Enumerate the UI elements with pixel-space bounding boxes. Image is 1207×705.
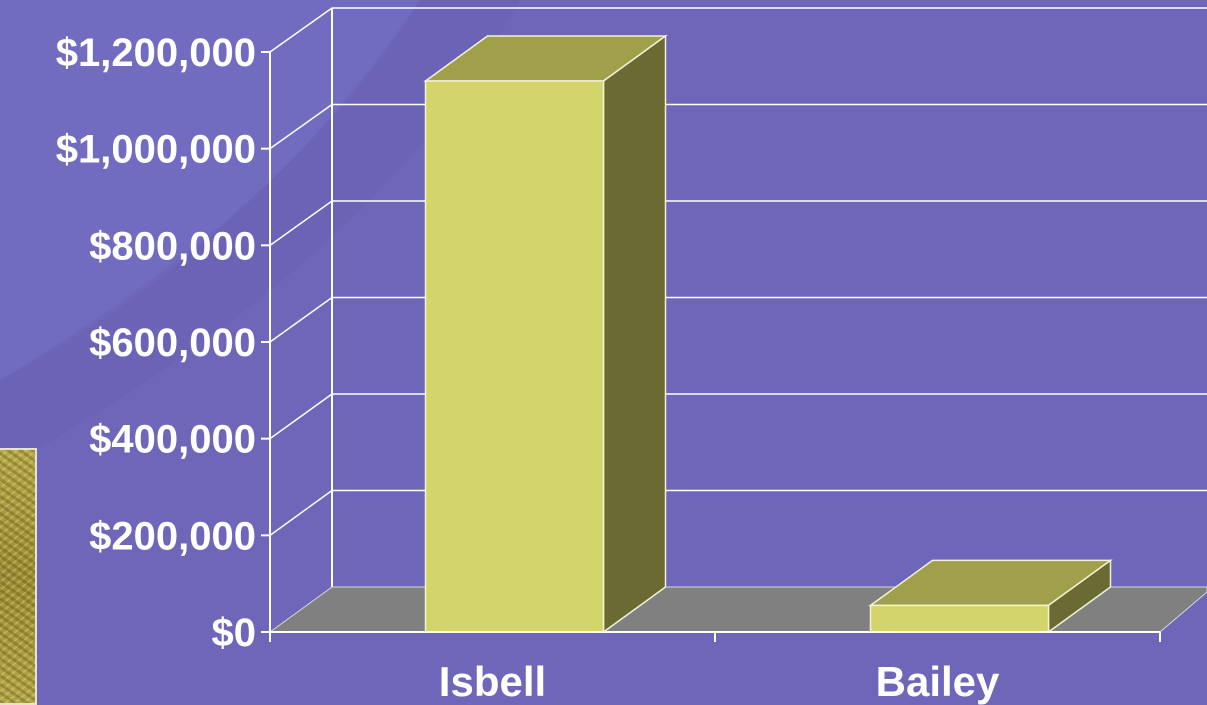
- y-tick-label: $200,000: [89, 514, 256, 558]
- gridline-side-2: [269, 393, 333, 440]
- bar-bailey: [868, 558, 1113, 634]
- x-tick-label: Bailey: [876, 658, 1000, 705]
- y-tick-label: $400,000: [89, 418, 256, 462]
- gridline-side-4: [269, 200, 333, 246]
- chart-grid: [269, 7, 1207, 587]
- chart-bars: [423, 34, 1113, 634]
- x-tick-label: Isbell: [439, 658, 546, 705]
- y-tick-label: $1,000,000: [56, 128, 256, 172]
- bar-isbell: [423, 34, 668, 634]
- bar-side-isbell: [602, 34, 667, 634]
- y-tick-label: $0: [212, 611, 257, 655]
- bar-front-bailey: [869, 604, 1050, 633]
- y-tick-label: $1,200,000: [56, 31, 256, 75]
- chart-axes: [261, 51, 1161, 642]
- chart-labels: $0 $200,000 $400,000 $600,000 $800,000 $1,000…: [56, 31, 1000, 705]
- y-tick-label: $800,000: [89, 224, 256, 268]
- wheat-photo: [0, 448, 37, 705]
- bar-front-isbell: [424, 80, 605, 633]
- gridline-side-5: [269, 103, 333, 150]
- gridline-side-6: [269, 7, 333, 53]
- y-tick-label: $600,000: [89, 321, 256, 365]
- gridline-side-3: [269, 296, 333, 343]
- gridline-side-1: [269, 489, 333, 536]
